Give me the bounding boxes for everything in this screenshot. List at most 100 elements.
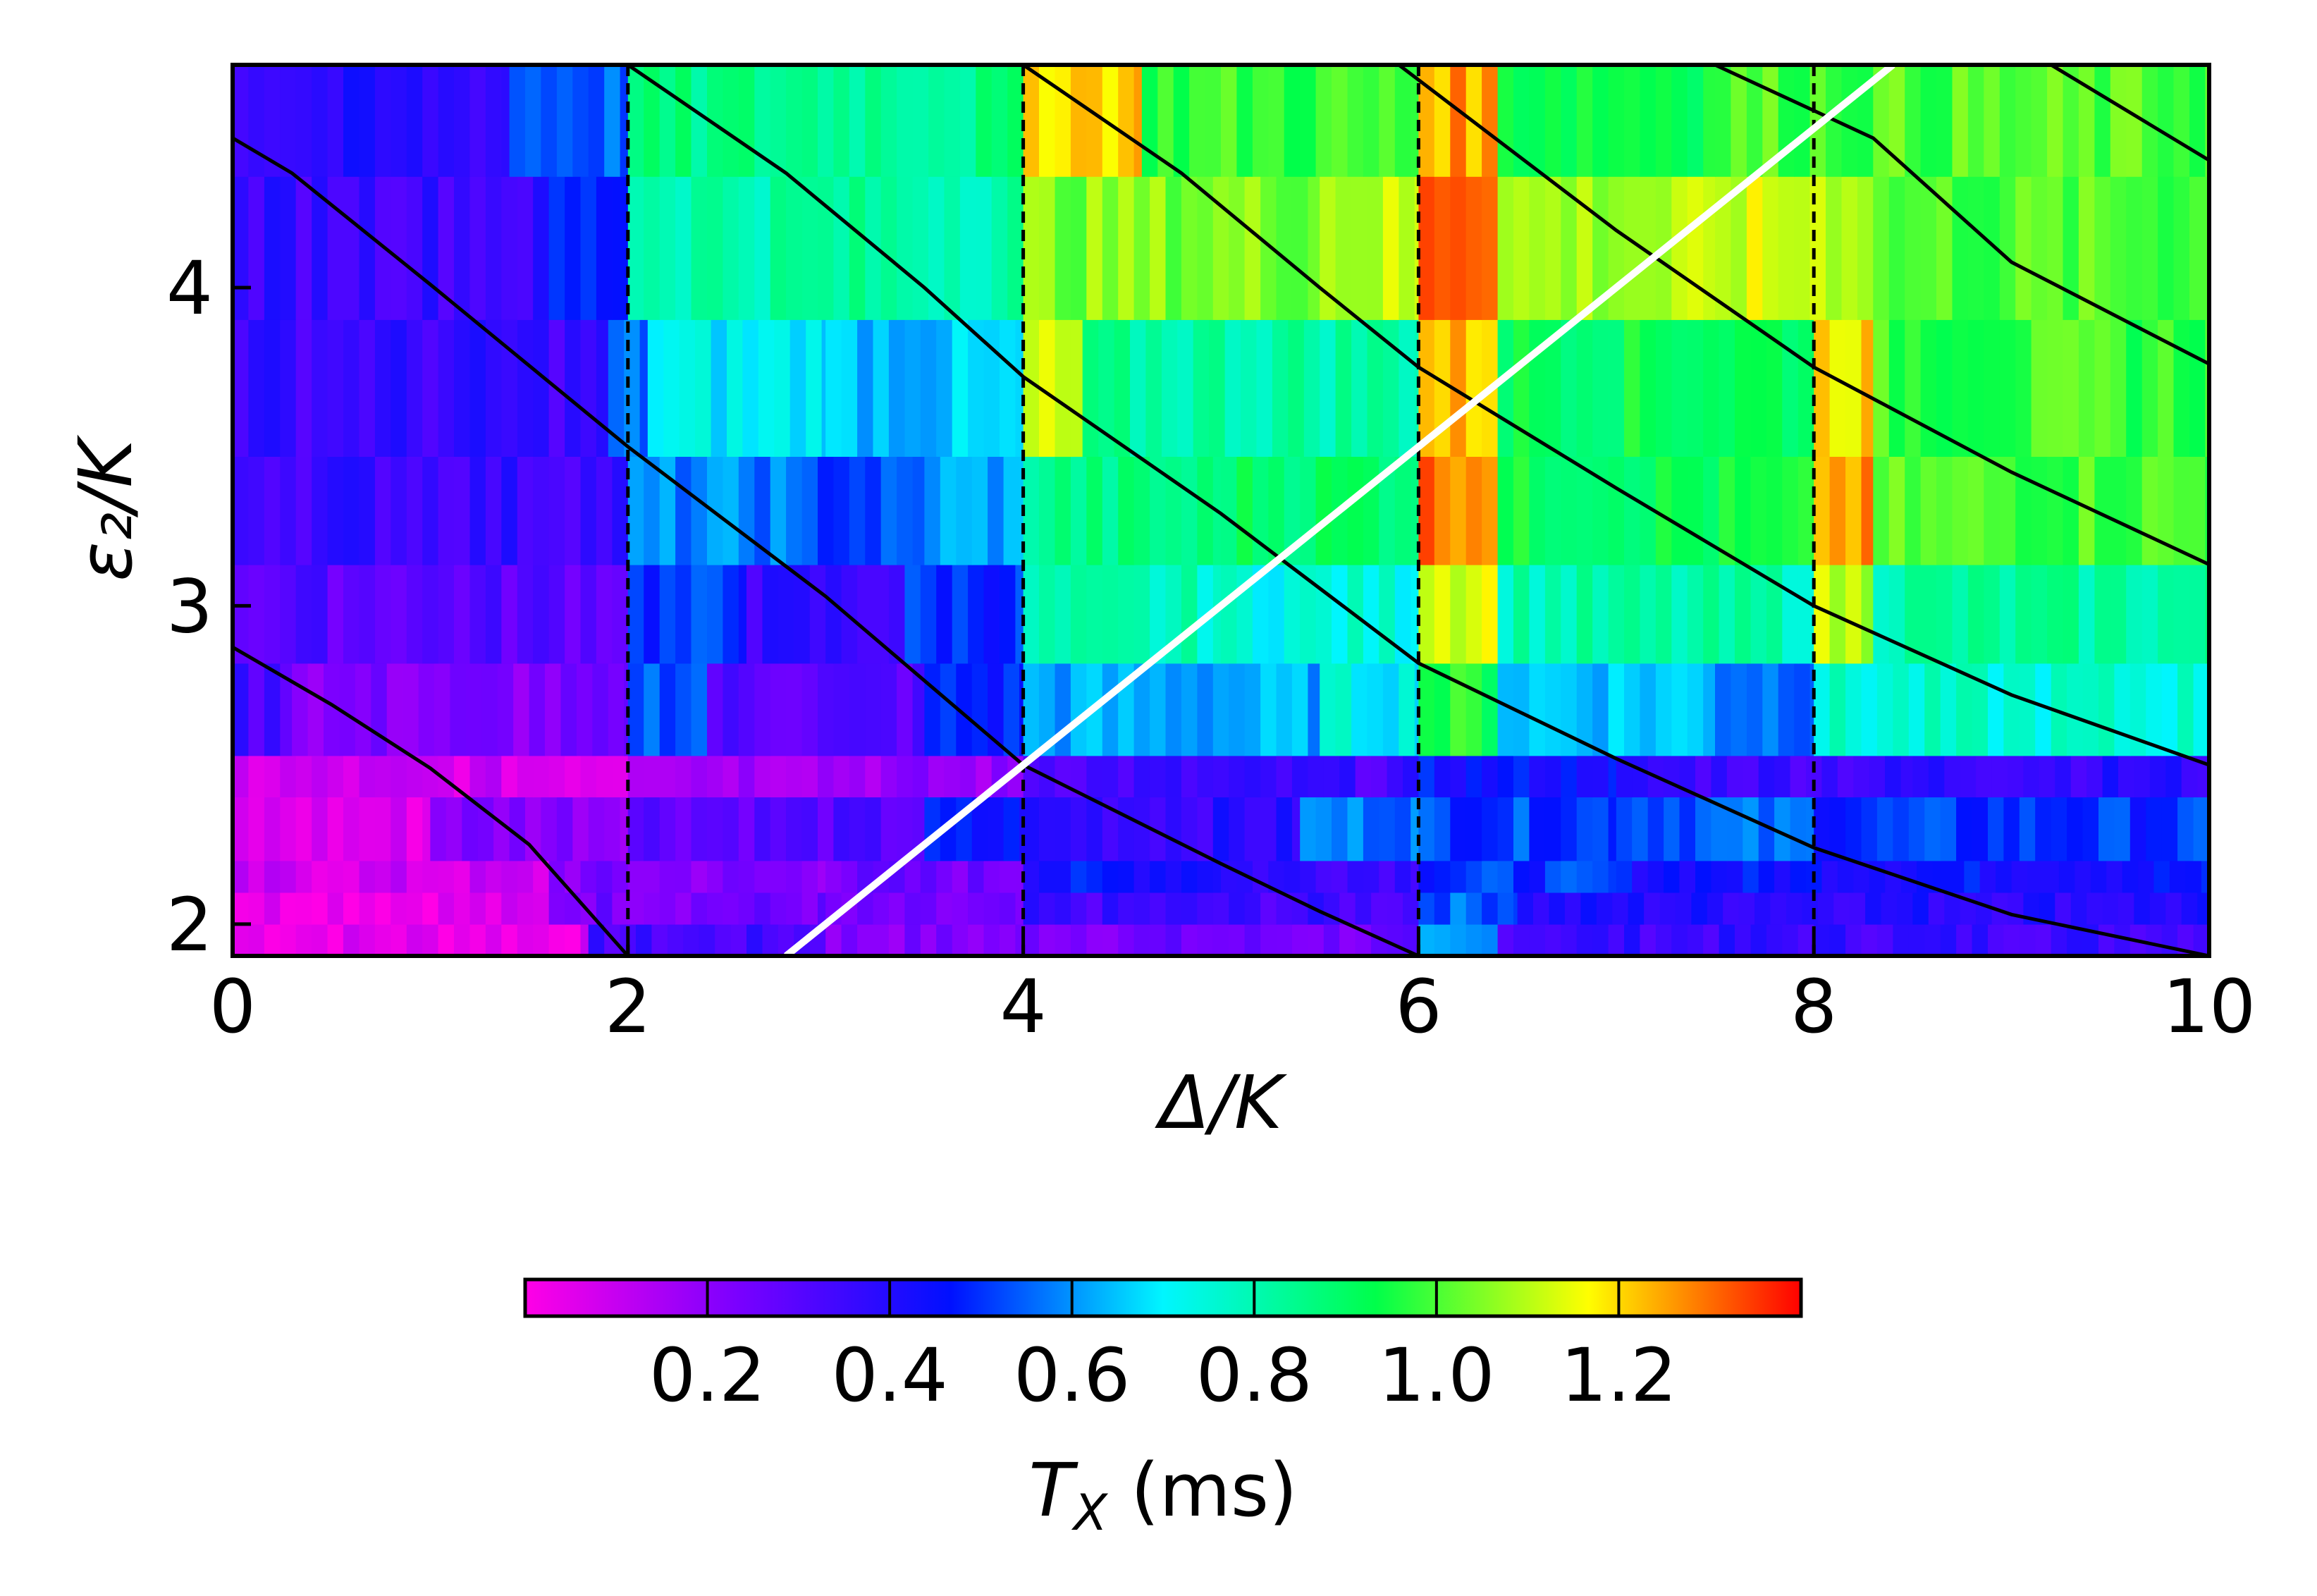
heatmap-cell — [355, 663, 371, 756]
heatmap-cell — [1640, 319, 1657, 457]
x-tick-label: 6 — [1395, 964, 1442, 1050]
heatmap-cell — [1482, 176, 1499, 320]
heatmap-cell — [1039, 176, 1056, 320]
heatmap-cell — [1133, 755, 1150, 798]
heatmap-cell — [1924, 923, 1941, 956]
heatmap-cell — [1181, 755, 1198, 798]
heatmap-cell — [2008, 892, 2024, 925]
heatmap-cell — [956, 456, 973, 565]
heatmap-cell — [1260, 663, 1277, 756]
heatmap-cell — [1687, 319, 1704, 457]
heatmap-cell — [1268, 456, 1285, 565]
heatmap-cell — [1335, 176, 1352, 320]
heatmap-cell — [1829, 564, 1846, 664]
heatmap-cell — [1403, 755, 1420, 798]
heatmap-cell — [1221, 564, 1238, 664]
heatmap-cell — [1039, 860, 1056, 893]
heatmap-cell — [391, 860, 407, 893]
heatmap-cell — [312, 176, 328, 320]
heatmap-cell — [1189, 65, 1206, 177]
heatmap-cell — [1086, 564, 1103, 664]
heatmap-cell — [786, 65, 803, 177]
heatmap-cell — [1726, 755, 1743, 798]
heatmap-cell — [1320, 663, 1336, 756]
heatmap-cell — [1592, 755, 1609, 798]
heatmap-cell — [1070, 755, 1088, 798]
heatmap-cell — [1086, 797, 1103, 861]
heatmap-cell — [936, 892, 953, 925]
heatmap-cell — [438, 755, 455, 798]
heatmap-cell — [1758, 860, 1775, 893]
heatmap-cell — [659, 892, 676, 925]
heatmap-cell — [1817, 892, 1834, 925]
heatmap-cell — [1102, 797, 1119, 861]
heatmap-cell — [280, 860, 297, 893]
heatmap-cell — [1023, 564, 1040, 664]
heatmap-cell — [952, 319, 969, 457]
heatmap-cell — [2193, 923, 2209, 956]
heatmap-cell — [501, 456, 518, 565]
heatmap-cell — [1039, 663, 1056, 756]
heatmap-cell — [1482, 892, 1499, 925]
heatmap-cell — [865, 176, 882, 320]
heatmap-cell — [580, 860, 597, 893]
heatmap-cell — [580, 176, 597, 320]
heatmap-cell — [312, 65, 328, 177]
heatmap-cell — [849, 176, 866, 320]
heatmap-cell — [944, 755, 961, 798]
heatmap-cell — [1715, 176, 1732, 320]
colorbar-label-unit: (ms) — [1107, 1447, 1298, 1533]
heatmap-cell — [1181, 663, 1198, 756]
heatmap-cell — [295, 860, 312, 893]
heatmap-cell — [1387, 923, 1403, 956]
heatmap-cell — [1291, 663, 1309, 756]
heatmap-cell — [1363, 456, 1380, 565]
heatmap-cell — [1655, 65, 1673, 177]
heatmap-cell — [1735, 923, 1752, 956]
heatmap-cell — [770, 892, 787, 925]
heatmap-cell — [1743, 755, 1759, 798]
heatmap-cell — [1655, 663, 1673, 756]
heatmap-cell — [1229, 892, 1246, 925]
heatmap-cell — [295, 755, 312, 798]
heatmap-cell — [1869, 755, 1886, 798]
colorbar-dividers — [706, 1279, 1621, 1316]
heatmap-cell — [1592, 65, 1609, 177]
heatmap-cell — [1118, 176, 1135, 320]
heatmap-cell — [565, 923, 582, 956]
heatmap-cell — [770, 176, 787, 320]
heatmap-cell — [873, 923, 890, 956]
heatmap-cell — [707, 755, 724, 798]
heatmap-cell — [2110, 65, 2127, 177]
heatmap-cell — [264, 564, 281, 664]
heatmap-cell — [857, 319, 874, 457]
heatmap-cell — [1291, 923, 1309, 956]
heatmap-cell — [818, 860, 826, 893]
heatmap-cell — [833, 755, 850, 798]
heatmap-cell — [1165, 892, 1182, 925]
heatmap-cell — [1513, 923, 1530, 956]
heatmap-cell — [1300, 65, 1317, 177]
heatmap-cell — [1529, 797, 1546, 861]
heatmap-cell — [1165, 923, 1182, 956]
heatmap-cell — [1616, 797, 1633, 861]
heatmap-cell — [1039, 564, 1056, 664]
heatmap-cell — [1513, 892, 1518, 925]
heatmap-cell — [659, 564, 676, 664]
heatmap-cell — [1964, 860, 1981, 893]
heatmap-cell — [445, 797, 462, 861]
heatmap-cell — [1133, 797, 1150, 861]
heatmap-cell — [391, 65, 407, 177]
heatmap-cell — [1762, 176, 1779, 320]
heatmap-cell — [2098, 923, 2115, 956]
x-tick-label: 8 — [1790, 964, 1837, 1050]
heatmap-cell — [1988, 923, 2005, 956]
heatmap-cell — [738, 176, 755, 320]
heatmap-cell — [2047, 319, 2064, 457]
heatmap-cell — [691, 860, 708, 893]
heatmap-cell — [663, 319, 680, 457]
heatmap-cell — [1070, 797, 1088, 861]
heatmap-cell — [1576, 663, 1593, 756]
energy-curve — [233, 136, 1420, 956]
heatmap-cell — [1055, 892, 1071, 925]
